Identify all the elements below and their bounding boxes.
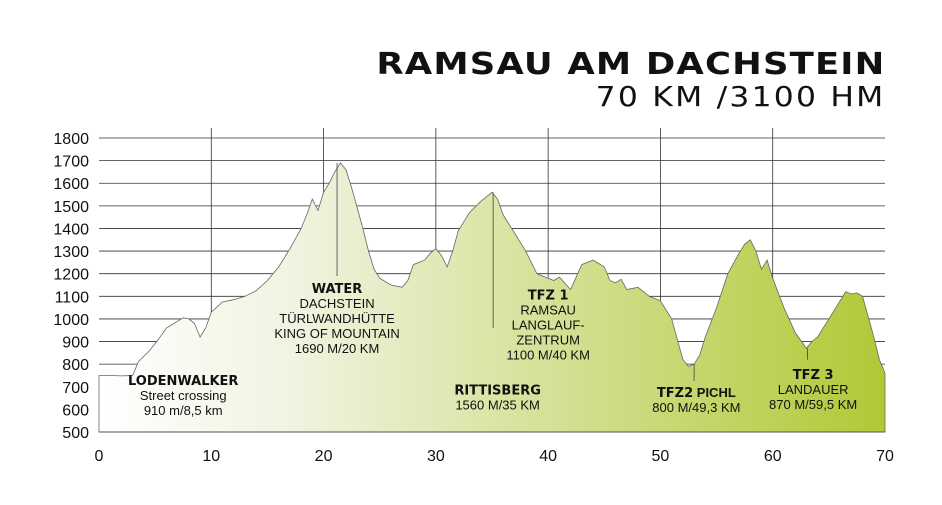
x-tick-label: 70 — [876, 448, 894, 465]
chart-title: RAMSAU AM DACHSTEIN — [375, 47, 885, 82]
annotation-line: 1690 M/20 KM — [295, 341, 380, 356]
y-tick-label: 700 — [62, 380, 89, 397]
annotation-line: TÜRLWANDHÜTTE — [279, 311, 395, 326]
y-tick-label: 1700 — [53, 154, 89, 171]
annotation-heading: RITTISBERG — [454, 384, 541, 399]
annotation-heading: TFZ 3 — [793, 368, 834, 383]
annotation-line: Street crossing — [140, 388, 227, 403]
annotation-heading: TFZ2 PICHL — [657, 385, 736, 401]
annotation-line: ZENTRUM — [516, 333, 580, 348]
x-tick-label: 30 — [427, 448, 445, 465]
annotation-line: 800 M/49,3 KM — [652, 400, 740, 415]
chart-subtitle: 70 KM /3100 HM — [595, 80, 885, 113]
annotation-line: LANGLAUF- — [512, 318, 585, 333]
y-tick-label: 1500 — [53, 199, 89, 216]
y-tick-label: 1600 — [53, 176, 89, 193]
annotation-line: LANDAUER — [778, 382, 849, 397]
y-tick-label: 1000 — [53, 312, 89, 329]
y-tick-label: 900 — [62, 335, 89, 352]
marker-layer — [336, 162, 808, 382]
y-tick-label: 800 — [62, 357, 89, 374]
y-tick-label: 1300 — [53, 244, 89, 261]
annotation-line: DACHSTEIN — [299, 296, 374, 311]
axis-layer: 5006007008009001000110012001300140015001… — [53, 131, 894, 465]
profile-area-layer — [98, 162, 886, 433]
y-tick-label: 500 — [62, 425, 89, 442]
annotation-heading: TFZ 1 — [528, 289, 569, 304]
annotation-line: 870 M/59,5 KM — [769, 397, 857, 412]
annotation-heading-suffix: PICHL — [693, 385, 736, 400]
annotation-line: 1560 M/35 KM — [455, 398, 540, 413]
annotation-line: 910 m/8,5 km — [144, 403, 223, 418]
x-tick-label: 20 — [315, 448, 333, 465]
annotation-heading: WATER — [312, 282, 363, 297]
annotation-heading: LODENWALKER — [128, 374, 239, 389]
y-tick-label: 1200 — [53, 267, 89, 284]
annotation-line: RAMSAU — [520, 303, 576, 318]
x-tick-label: 10 — [202, 448, 220, 465]
title-block: RAMSAU AM DACHSTEIN 70 KM /3100 HM — [376, 48, 885, 112]
x-tick-label: 60 — [764, 448, 782, 465]
x-tick-label: 40 — [539, 448, 557, 465]
elevation-area — [98, 162, 886, 433]
annotation-line: 1100 M/40 KM — [506, 348, 590, 363]
y-tick-label: 1800 — [53, 131, 89, 148]
x-tick-label: 50 — [652, 448, 670, 465]
y-tick-label: 1400 — [53, 221, 89, 238]
y-tick-label: 1100 — [55, 289, 90, 306]
y-tick-label: 600 — [62, 402, 89, 419]
annotation-line: KING OF MOUNTAIN — [274, 326, 399, 341]
x-tick-label: 0 — [95, 448, 104, 465]
